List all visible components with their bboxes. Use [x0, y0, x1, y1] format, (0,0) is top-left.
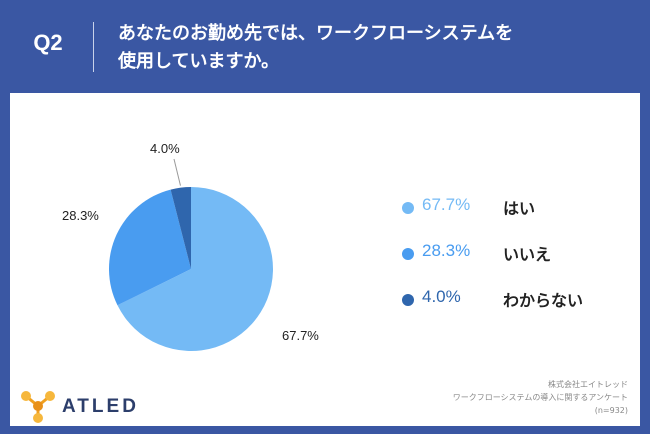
question-number: Q2	[33, 30, 63, 55]
question-line-2: 使用していますか。	[118, 51, 280, 72]
pie-chart: 67.7% 28.3% 4.0%	[62, 141, 319, 351]
pie-slice	[109, 189, 191, 306]
logo-text: ATLED	[62, 396, 139, 417]
source-note: 株式会社エイトレッド ワークフローシステムの導入に関するアンケート (n=932…	[453, 378, 628, 417]
legend-percent: 28.3%	[422, 241, 471, 260]
legend-percent: 67.7%	[422, 195, 471, 214]
slice-leader-line	[173, 158, 181, 186]
header-divider	[93, 22, 94, 72]
legend-percent: 4.0%	[422, 287, 461, 306]
slice-data-label: 67.7%	[282, 328, 319, 343]
legend-swatch	[402, 248, 414, 260]
question-header: Q2 あなたのお勤め先では、ワークフローシステムを 使用していますか。	[0, 0, 650, 92]
source-survey: ワークフローシステムの導入に関するアンケート	[452, 393, 628, 402]
chart-panel: 67.7% 28.3% 4.0% 67.7% はい 28.3% いいえ 4.0% わ…	[10, 93, 640, 426]
legend-label: はい	[503, 199, 536, 218]
legend-item-no: 28.3% いいえ	[402, 239, 622, 285]
legend-swatch	[402, 202, 414, 214]
legend-item-unknown: 4.0% わからない	[402, 285, 622, 331]
slice-data-label: 4.0%	[150, 141, 180, 156]
source-company: 株式会社エイトレッド	[548, 380, 628, 389]
pie-slice	[170, 187, 191, 269]
legend-label: いいえ	[503, 245, 552, 264]
atled-logo-icon	[21, 391, 55, 423]
source-sample-size: (n=932)	[594, 406, 628, 415]
legend: 67.7% はい 28.3% いいえ 4.0% わからない	[402, 193, 622, 331]
question-line-1: あなたのお勤め先では、ワークフローシステムを	[118, 23, 514, 44]
slice-data-label: 28.3%	[62, 208, 99, 223]
legend-item-yes: 67.7% はい	[402, 193, 622, 239]
legend-swatch	[402, 294, 414, 306]
pie-slice	[117, 187, 274, 351]
question-text: あなたのお勤め先では、ワークフローシステムを 使用していますか。	[118, 20, 598, 76]
legend-label: わからない	[503, 291, 584, 310]
